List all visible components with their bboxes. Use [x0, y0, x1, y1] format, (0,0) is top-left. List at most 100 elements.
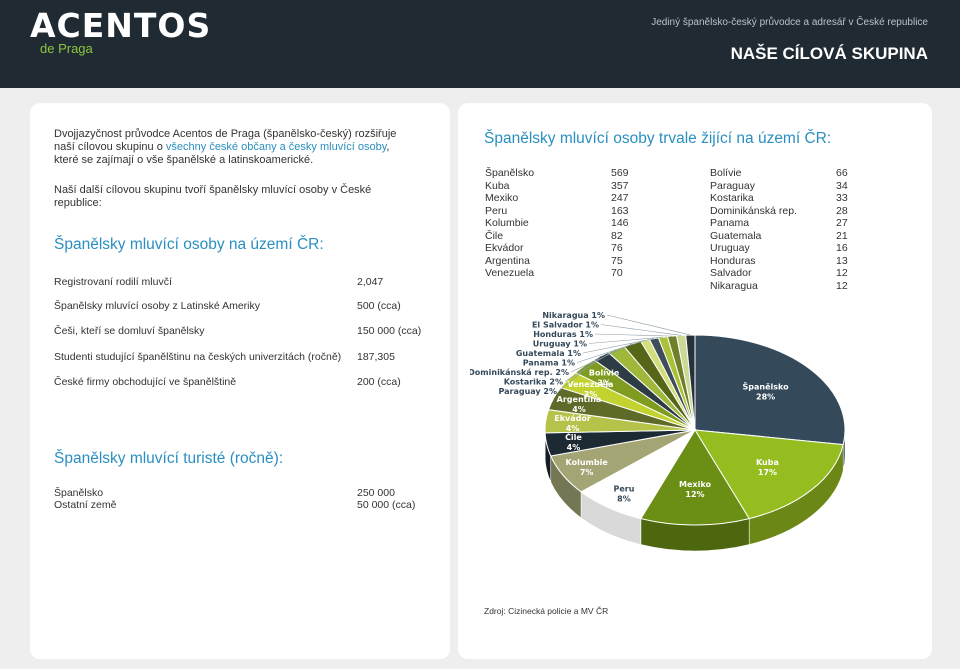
tourist-value-spain: 250 000	[357, 487, 395, 499]
country-count: 569	[611, 167, 629, 179]
pie-label-3: Peru 8%	[613, 485, 634, 504]
pie-top	[544, 334, 846, 526]
tourists-heading: Španělsky mluvící turisté (ročně):	[54, 450, 284, 467]
left-panel	[30, 103, 450, 659]
header-tagline: Jediný španělsko-český průvodce a adresá…	[651, 17, 928, 28]
stat-value-latin-america: 500 (cca)	[357, 300, 401, 312]
country-count: 76	[611, 242, 623, 254]
country-count: 16	[836, 242, 848, 254]
country-count: 34	[836, 180, 848, 192]
stat-label-czechs: Češi, kteří se domluví španělsky	[54, 325, 205, 337]
country-name: Uruguay	[710, 242, 750, 254]
country-name: Dominikánská rep.	[710, 205, 797, 217]
header: ACENTOS de Praga Jediný španělsko-český …	[0, 0, 960, 88]
country-name: Čile	[485, 230, 504, 242]
source-note: Zdroj: Cizinecká policie a MV ČR	[484, 606, 609, 616]
stat-value-companies: 200 (cca)	[357, 376, 401, 388]
pie-label-17: El Salvador 1%	[532, 321, 599, 330]
resident-heading: Španělsky mluvící osoby trvale žijící na…	[484, 130, 832, 147]
pie-leader-line-11	[564, 348, 617, 382]
pie-label-8: Venezuela 3%	[567, 380, 613, 399]
pie-label-2: Mexiko 12%	[679, 480, 711, 499]
pie-label-10: Paraguay 2%	[498, 387, 557, 396]
pie-leader-line-17	[600, 324, 682, 336]
pie-slice-18	[685, 334, 696, 431]
tourist-label-spain: Španělsko	[54, 487, 104, 499]
intro-text-end: , které se zajímají o vše španělské a la…	[54, 141, 390, 166]
stat-value-students: 187,305	[357, 351, 395, 363]
pie-leader-line-14	[582, 338, 655, 354]
stat-label-latin-america: Španělsky mluvící osoby z Latinské Ameri…	[54, 300, 261, 312]
stat-label-native-speakers: Registrovaní rodilí mluvčí	[54, 276, 172, 288]
cr-speakers-heading: Španělsky mluvící osoby na území ČR:	[54, 236, 324, 253]
pie-slice-2	[640, 429, 750, 526]
country-count: 357	[611, 180, 629, 192]
pie-label-4: Kolumbie 7%	[566, 458, 609, 477]
pie-label-7: Argentina 4%	[557, 395, 602, 414]
country-count: 28	[836, 205, 848, 217]
country-name: Guatemala	[710, 230, 762, 242]
section-title: NAŠE CÍLOVÁ SKUPINA	[730, 44, 928, 63]
country-name: Kuba	[485, 180, 510, 192]
pie-label-1: Kuba 17%	[756, 458, 779, 477]
header-pointer-arrow	[708, 74, 720, 81]
country-name: Ekvádor	[485, 242, 524, 254]
country-name: Bolívie	[710, 167, 742, 179]
stat-label-companies: České firmy obchodující ve španělštině	[54, 376, 237, 388]
country-count: 21	[836, 230, 848, 242]
country-count: 82	[611, 230, 623, 242]
pie-label-0: Španělsko 28%	[743, 381, 790, 402]
pie-leader-line-12	[570, 343, 633, 373]
pie-label-15: Uruguay 1%	[533, 340, 587, 349]
country-name: Mexiko	[485, 192, 519, 204]
country-count: 33	[836, 192, 848, 204]
country-count: 163	[611, 205, 629, 217]
country-name: Nikaragua	[710, 280, 758, 292]
country-name: Kostarika	[710, 192, 754, 204]
residents-pie-chart: Španělsko 28% Kuba 17% Mexiko 12% Peru 8%Kolumb…	[470, 311, 846, 552]
stat-value-native-speakers: 2,047	[357, 276, 384, 288]
country-count: 13	[836, 255, 848, 267]
pie-label-13: Panama 1%	[523, 359, 575, 368]
pie-label-6: Ekvádor 4%	[554, 414, 591, 433]
country-name: Kolumbie	[485, 217, 529, 229]
pie-leader-line-13	[576, 340, 646, 363]
target-group-paragraph: Naší další cílovou skupinu tvoří španěls…	[54, 184, 372, 209]
pie-leader-line-16	[594, 333, 672, 337]
country-count: 75	[611, 255, 623, 267]
country-count: 27	[836, 217, 848, 229]
stat-value-czechs: 150 000 (cca)	[357, 325, 422, 337]
intro-text-start: Dvojjazyčnost průvodce Acentos de Praga …	[54, 128, 397, 153]
pie-label-12: Dominikánská rep. 2%	[470, 368, 569, 377]
stat-label-students: Studenti studující španělštinu na českýc…	[54, 351, 342, 363]
country-count: 12	[836, 267, 848, 279]
pie-slice-1	[694, 429, 844, 520]
intro-highlight: všechny české občany a česky mluvící oso…	[165, 141, 387, 153]
country-name: Paraguay	[710, 180, 755, 192]
country-name: Argentina	[485, 255, 530, 267]
tourist-value-other: 50 000 (cca)	[357, 499, 416, 511]
country-count: 247	[611, 192, 629, 204]
country-name: Venezuela	[485, 267, 535, 279]
logo-subtitle: de Praga	[40, 41, 93, 56]
pie-label-16: Honduras 1%	[533, 330, 593, 339]
pie-leader-line-18	[606, 314, 691, 336]
pie-leader-line-15	[588, 336, 663, 344]
country-name: Honduras	[710, 255, 756, 267]
logo: ACENTOS	[30, 6, 212, 45]
pie-labels: Španělsko 28% Kuba 17% Mexiko 12% Peru 8%Kolumb…	[470, 311, 789, 504]
tourist-label-other: Ostatní země	[54, 499, 117, 511]
country-count: 146	[611, 217, 629, 229]
country-name: Peru	[485, 205, 508, 217]
country-count: 70	[611, 267, 623, 279]
intro-paragraph: Dvojjazyčnost průvodce Acentos de Praga …	[54, 128, 414, 167]
country-name: Panama	[710, 217, 750, 229]
pie-label-5: Čile 4%	[565, 431, 582, 452]
pie-label-9: Bolívie 3%	[589, 369, 620, 388]
country-name: Salvador	[710, 267, 752, 279]
country-count: 12	[836, 280, 848, 292]
pie-label-14: Guatemala 1%	[516, 349, 581, 358]
pie-label-18: Nikaragua 1%	[542, 311, 605, 320]
country-count: 66	[836, 167, 848, 179]
pie-leader-line-10	[558, 355, 602, 392]
